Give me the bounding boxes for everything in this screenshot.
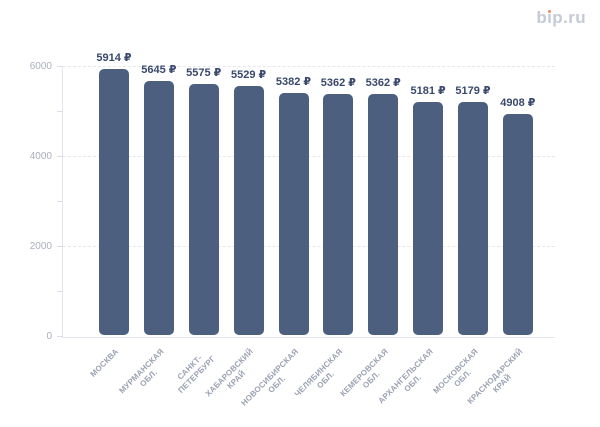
brand-logo: bı p.ru [536,8,586,28]
bar-value-label: 5914 ₽ [96,52,132,64]
bar-value-label: 5645 ₽ [141,64,177,76]
y-axis-tick-4000 [57,156,63,157]
y-axis-tick-3000 [57,201,63,202]
y-axis-tick-label: 4000 [29,151,52,162]
bar[interactable]: 5575 ₽ САНКТ- ПЕТЕРБУРГ [176,67,222,395]
bar-value-label: 5362 ₽ [320,77,356,89]
y-axis-tick-label: 6000 [29,61,52,72]
gridline-2000 [63,246,555,247]
y-axis-tick-0 [57,336,63,337]
bar-chart-plot-area: 0 2000 4000 6000 5914 ₽ МОСКВА 5645 ₽ МУРМАНСКА… [30,52,555,408]
logo-i-dot-icon [547,9,552,13]
y-axis-tick-5000 [57,111,63,112]
bar[interactable]: 5179 ₽ МОСКОВСКАЯ ОБЛ. [431,85,491,395]
logo-text-b: b [536,8,548,27]
y-axis-tick-label: 0 [46,331,52,342]
bar-value-label: 5362 ₽ [365,77,401,89]
bar-value-label: 5575 ₽ [186,67,222,79]
logo-text-i: ı [547,8,553,27]
y-axis-tick-2000 [57,246,63,247]
bar[interactable]: 5914 ₽ МОСКВА [89,52,132,379]
bar-value-label: 5382 ₽ [275,76,312,88]
gridline-4000 [63,156,555,157]
bar[interactable]: 5362 ₽ КЕМЕРОВСКАЯ ОБЛ. [338,77,401,398]
y-axis-tick-6000 [57,66,63,67]
bar[interactable]: 5382 ₽ НОВОСИБИРСКАЯ ОБЛ. [239,76,311,408]
bar[interactable]: 5645 ₽ МУРМАНСКАЯ ОБЛ. [117,64,177,395]
gridline-6000 [63,66,555,67]
y-axis-tick-1000 [57,291,63,292]
bar[interactable]: 4908 ₽ КРАСНОДАРСКИЙ КРАЙ [465,97,535,406]
bar[interactable]: 5181 ₽ АРХАНГЕЛЬСКАЯ ОБЛ. [376,85,446,405]
bar-value-label: 5181 ₽ [410,85,446,97]
bar-value-label: 5179 ₽ [455,85,491,97]
x-axis-label: МУРМАНСКАЯ ОБЛ. [116,347,166,396]
bar[interactable]: 5362 ₽ ЧЕЛЯБИНСКАЯ ОБЛ. [293,77,356,399]
bar-value-label: 4908 ₽ [500,97,536,109]
y-axis-tick-label: 2000 [29,241,52,252]
logo-text-rest: p.ru [552,8,586,27]
x-axis-label: МОСКВА [88,347,121,379]
bar-value-label: 5529 ₽ [231,69,267,81]
bar[interactable]: 5529 ₽ ХАБАРОВСКИЙ КРАЙ [204,69,267,398]
bars-row: 5914 ₽ МОСКВА 5645 ₽ МУРМАНСКАЯ ОБЛ. 5575 ₽ С… [63,52,555,408]
